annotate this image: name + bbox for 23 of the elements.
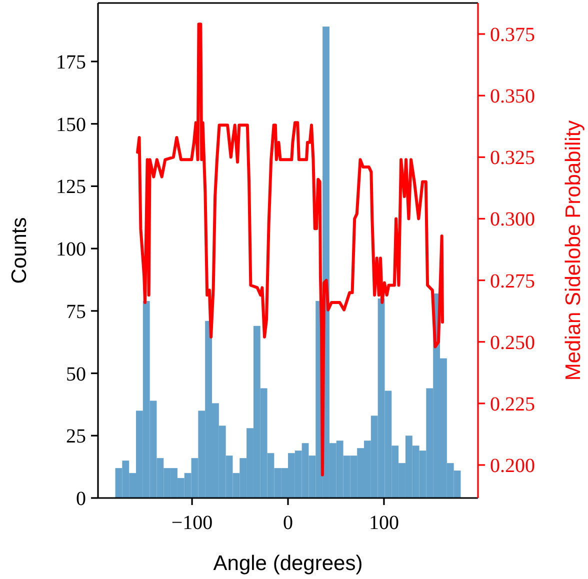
y-tick-label: 175 [56, 51, 86, 74]
x-tick-label: 100 [368, 512, 399, 534]
y-tick-label: 0 [76, 488, 86, 510]
y2-tick-label: 0.325 [490, 147, 535, 170]
x-tick-label: 0 [283, 512, 293, 534]
y2-tick-label: 0.225 [490, 393, 535, 416]
y2-tick-label: 0.350 [490, 86, 535, 108]
y-tick-label: 100 [56, 238, 86, 261]
y-tick-label: 50 [66, 363, 86, 386]
y-axis-title: Counts [8, 217, 31, 284]
y-tick-label: 75 [66, 300, 86, 323]
y-tick-label: 25 [66, 426, 86, 448]
y-tick-label: 125 [56, 176, 86, 198]
line-series [136, 22, 444, 476]
y2-axis-title: Median Sidelobe Probability [562, 120, 585, 381]
y2-tick-label: 0.375 [490, 24, 535, 46]
x-axis-title: Angle (degrees) [213, 552, 363, 575]
y2-tick-label: 0.300 [490, 208, 535, 231]
x-tick-label: −100 [171, 512, 213, 534]
y2-tick-label: 0.275 [490, 270, 535, 292]
y-tick-label: 150 [56, 114, 86, 136]
y2-tick-label: 0.250 [490, 332, 535, 354]
y2-tick-label: 0.200 [490, 455, 535, 477]
